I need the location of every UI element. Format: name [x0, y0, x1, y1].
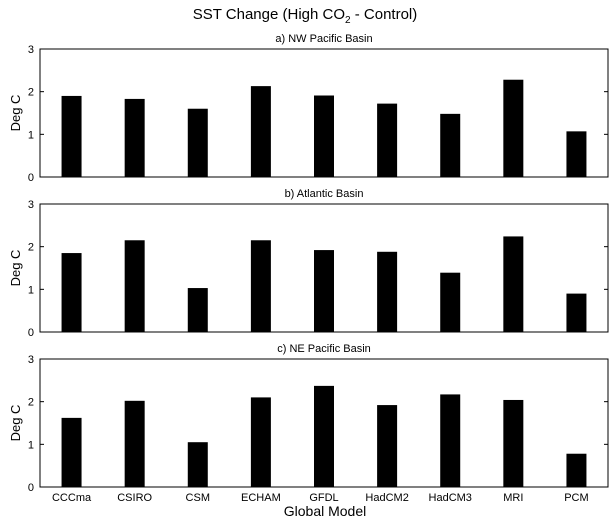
bar-csiro	[124, 98, 145, 177]
x-tick-label: ECHAM	[241, 492, 281, 504]
y-tick-label: 3	[28, 199, 34, 211]
x-tick-label: CSM	[186, 492, 210, 504]
bar-csm	[187, 442, 208, 487]
figure-title-subscript: 2	[345, 15, 351, 26]
bar-gfdl	[314, 250, 334, 332]
bar-hadcm3	[440, 272, 461, 332]
y-tick-label: 1	[28, 129, 34, 141]
x-tick-label: GFDL	[309, 492, 338, 504]
bar-hadcm3	[440, 394, 461, 487]
x-tick-label: HadCM3	[429, 492, 472, 504]
bar-csiro	[124, 400, 145, 487]
bar-cccma	[61, 253, 82, 332]
bar-mri	[503, 236, 524, 332]
bar-pcm	[566, 293, 587, 332]
figure-title-suffix: - Control)	[350, 6, 418, 23]
bar-csm	[187, 108, 208, 177]
panel-title: c) NE Pacific Basin	[277, 343, 371, 355]
bar-mri	[503, 399, 524, 487]
bar-hadcm2	[377, 103, 398, 177]
figure-title: SST Change (High CO2 - Control)	[0, 6, 610, 26]
bar-cccma	[61, 95, 82, 177]
x-tick-label: MRI	[503, 492, 523, 504]
bar-csiro	[124, 240, 145, 332]
bar-cccma	[61, 417, 82, 487]
bar-hadcm2	[377, 405, 398, 487]
y-tick-label: 1	[28, 439, 34, 451]
y-tick-label: 3	[28, 44, 34, 56]
figure-title-prefix: SST Change (High CO	[192, 6, 346, 23]
x-axis-label: Global Model	[283, 503, 367, 519]
panel-title: a) NW Pacific Basin	[275, 33, 372, 45]
bar-hadcm3	[440, 113, 461, 177]
panel-1: b) Atlantic Basin 0 1 2 3 Deg C	[8, 188, 609, 339]
y-tick-label: 1	[28, 284, 34, 296]
bar-echam	[250, 397, 271, 487]
bar-echam	[250, 240, 271, 332]
panel-2: c) NE Pacific Basin 0 1 2 3 Deg C CCCma CSIRO CS…	[8, 343, 609, 504]
y-axis-label: Deg C	[8, 250, 23, 287]
x-tick-label: CCCma	[52, 492, 92, 504]
panel-0: a) NW Pacific Basin 0 1 2 3 Deg C	[8, 33, 609, 184]
bar-gfdl	[314, 95, 334, 177]
y-axis-label: Deg C	[8, 405, 23, 442]
y-tick-label: 0	[28, 482, 34, 494]
y-tick-label: 2	[28, 397, 34, 409]
x-tick-label: CSIRO	[117, 492, 152, 504]
bar-csm	[187, 288, 208, 332]
y-axis-label: Deg C	[8, 95, 23, 132]
y-tick-label: 3	[28, 354, 34, 366]
x-tick-label: PCM	[564, 492, 588, 504]
bar-echam	[250, 86, 271, 177]
bar-gfdl	[314, 385, 334, 487]
y-tick-label: 2	[28, 242, 34, 254]
panel-title: b) Atlantic Basin	[285, 188, 364, 200]
y-tick-label: 0	[28, 172, 34, 184]
bar-pcm	[566, 131, 587, 177]
bar-hadcm2	[377, 251, 398, 332]
bar-pcm	[566, 453, 587, 487]
y-tick-label: 2	[28, 87, 34, 99]
x-tick-label: HadCM2	[365, 492, 408, 504]
y-tick-label: 0	[28, 327, 34, 339]
bar-mri	[503, 79, 524, 177]
